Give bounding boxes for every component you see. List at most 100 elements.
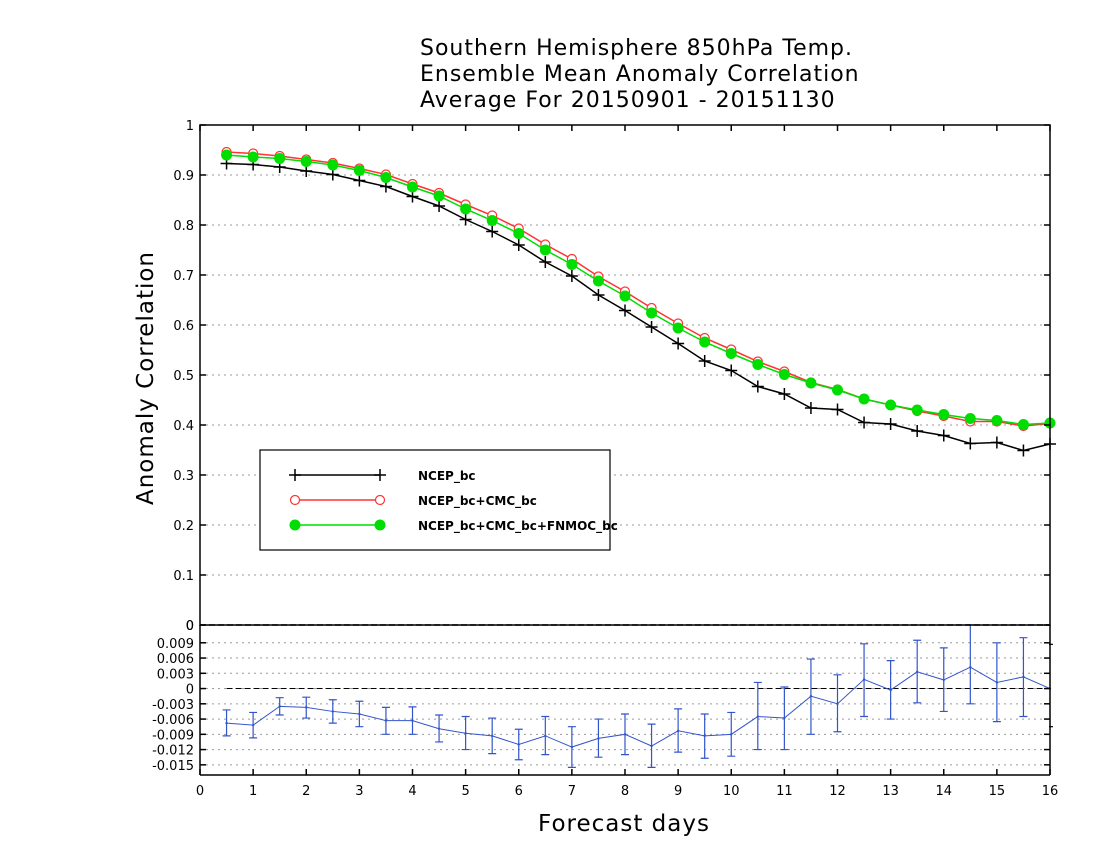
data-point [597,737,600,740]
data-point [300,156,312,167]
data-point [384,719,388,722]
data-point [221,149,233,161]
data-point [804,402,817,414]
data-point [991,415,1003,426]
data-point [676,729,680,732]
data-point [433,190,445,202]
x-tick-label: 10 [723,784,740,799]
x-tick-label: 2 [302,784,310,799]
data-point [858,393,870,405]
data-point [752,359,764,370]
data-point [783,716,786,720]
data-point [911,425,924,437]
data-point [486,225,499,238]
data-point [592,289,605,301]
y-tick-label: 0.003 [157,667,194,682]
data-point [969,666,972,669]
data-point [942,678,945,682]
tick-labels: 00.10.20.30.40.50.60.70.80.910.0090.0060… [152,119,1058,799]
top-panel-series [220,146,1056,457]
data-point [884,418,897,430]
data-point [566,259,578,270]
axis-ticks [199,124,1053,775]
legend: NCEP_bc NCEP_bc+CMC_bc NCEP_bc+CMC_bc+FNMO… [259,449,618,551]
x-tick-label: 0 [196,784,204,799]
x-axis-label: Forecast days [538,811,710,837]
x-tick-label: 8 [621,784,629,799]
data-point [699,336,711,348]
data-point [858,416,871,429]
x-tick-label: 7 [568,784,576,799]
data-point [539,244,551,256]
data-point [809,694,813,698]
x-tick-label: 14 [935,784,952,799]
data-point [911,404,923,416]
data-point [358,712,361,716]
data-point [938,409,950,420]
legend-marker [374,494,386,506]
data-point [990,436,1003,449]
data-point [1017,444,1030,457]
y-tick-label: 0.3 [173,469,194,484]
y-tick-label: 0 [186,683,194,698]
x-tick-label: 11 [776,784,793,799]
data-point [730,733,733,736]
data-point [805,377,817,389]
legend-label: NCEP_bc+CMC_bc [418,494,537,509]
data-point [964,413,976,424]
x-tick-label: 1 [249,784,257,799]
data-point [725,364,738,377]
y-tick-label: 0.5 [173,369,194,384]
data-point [778,388,791,400]
data-point [353,165,365,176]
y-tick-label: 0 [186,619,194,634]
x-tick-label: 16 [1042,784,1059,799]
legend-marker [289,469,301,481]
data-point [407,181,418,193]
data-point [889,688,892,692]
x-tick-label: 12 [829,784,846,799]
data-point [539,256,552,268]
data-point [937,429,950,442]
y-tick-label: 0.009 [157,637,194,652]
data-point [460,203,472,215]
data-point [305,706,308,709]
y-tick-label: 0.9 [173,169,194,184]
data-point [490,734,494,738]
top-panel-grid [200,174,1050,576]
data-point [831,403,844,416]
legend-marker [289,519,301,531]
data-point [592,275,604,287]
data-point [433,200,446,212]
data-point [619,290,631,302]
data-point [623,733,627,736]
data-point [353,174,366,187]
y-tick-label: 0.4 [173,419,194,434]
data-point [964,437,977,450]
data-point [517,743,520,746]
y-tick-label: 0.7 [173,269,194,284]
x-tick-label: 6 [515,784,523,799]
error-bar [966,624,975,705]
y-tick-label: 0.8 [173,219,194,234]
y-tick-label: 0.006 [157,652,194,667]
y-tick-label: -0.012 [152,744,194,759]
data-point [756,715,760,718]
data-point [703,734,706,738]
data-point [751,380,764,393]
data-point [437,727,441,730]
x-tick-label: 4 [408,784,416,799]
difference-line [226,666,1051,748]
data-point [672,322,684,334]
data-point [331,710,335,713]
y-tick-label: -0.006 [152,713,194,728]
data-point [995,681,999,684]
legend-label: NCEP_bc+CMC_bc+FNMOC_bc [418,519,618,534]
data-point [513,228,525,239]
data-point [646,307,658,319]
title-line-1: Southern Hemisphere 850hPa Temp. [420,36,853,61]
x-tick-label: 9 [674,784,682,799]
data-point [1017,419,1029,430]
y-tick-label: 0 [186,619,194,634]
data-point [486,215,498,226]
